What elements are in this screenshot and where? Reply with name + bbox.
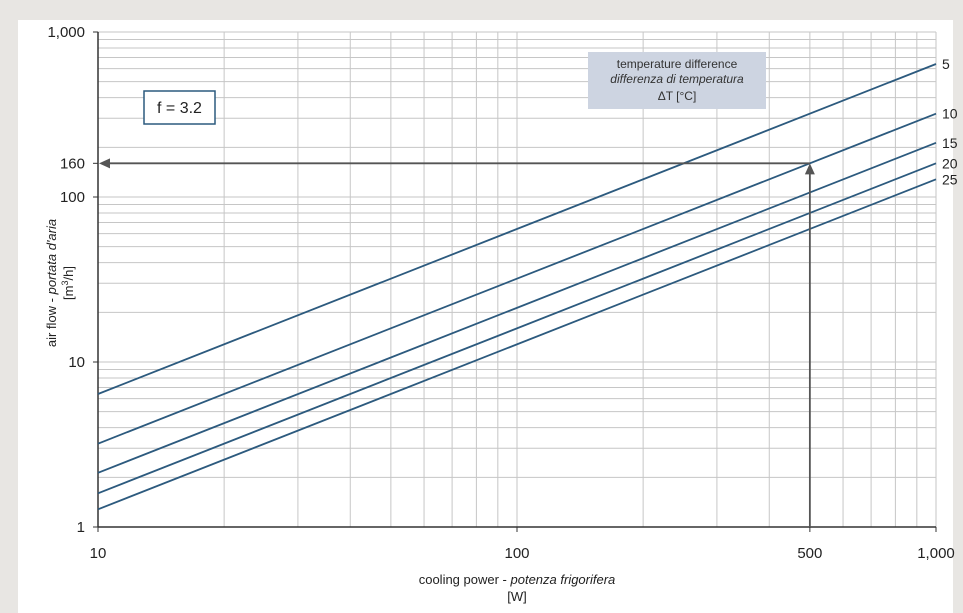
tick-labels: 10 100 500 1,000 1 10 100 160 1,000 bbox=[47, 24, 954, 562]
annotation-arrows bbox=[99, 158, 815, 527]
x-axis-unit: [W] bbox=[507, 589, 527, 604]
axes bbox=[93, 31, 937, 532]
factor-box-frame bbox=[143, 90, 216, 125]
legend-line-3: ΔT [°C] bbox=[658, 89, 697, 103]
series-label-20: 20 bbox=[942, 155, 958, 171]
legend-line-1: temperature difference bbox=[617, 57, 738, 71]
y-axis-unit: [m3/h] bbox=[60, 266, 76, 300]
series-line-20 bbox=[97, 162, 937, 495]
x-axis-title-italic: potenza frigorifera bbox=[510, 572, 616, 587]
y-axis-title-main: air flow - bbox=[44, 294, 59, 347]
annotation-arrowhead-left bbox=[99, 158, 110, 169]
y-tick-label: 100 bbox=[60, 189, 85, 206]
series-line-10 bbox=[97, 112, 937, 445]
x-tick-label: 100 bbox=[504, 545, 529, 562]
legend: temperature difference differenza di tem… bbox=[588, 52, 766, 109]
series-label-10: 10 bbox=[942, 106, 958, 122]
y-axis-unit-sup: 3 bbox=[60, 281, 70, 286]
x-tick-label: 1,000 bbox=[917, 545, 955, 562]
series-label-15: 15 bbox=[942, 135, 958, 151]
y-tick-label: 160 bbox=[60, 155, 85, 172]
series-line-25 bbox=[97, 178, 937, 511]
y-tick-label: 10 bbox=[68, 354, 85, 371]
x-tick-label: 500 bbox=[797, 545, 822, 562]
annotation-arrowhead-up bbox=[804, 163, 815, 175]
series-label-25: 25 bbox=[942, 171, 958, 187]
factor-box: f = 3.2 bbox=[143, 90, 216, 125]
y-axis-unit-suffix: /h] bbox=[61, 266, 76, 280]
y-axis-unit-prefix: [m bbox=[61, 286, 76, 300]
x-axis-title-main: cooling power - bbox=[419, 572, 511, 587]
legend-line-2: differenza di temperatura bbox=[610, 72, 744, 86]
factor-label: f = 3.2 bbox=[157, 100, 202, 117]
y-tick-label: 1 bbox=[77, 519, 85, 536]
series-lines bbox=[97, 63, 937, 511]
x-axis-title: cooling power - potenza frigorifera bbox=[419, 572, 616, 587]
series-label-5: 5 bbox=[942, 56, 950, 72]
legend-box bbox=[588, 52, 766, 109]
y-axis-title: air flow - portata d'aria bbox=[44, 219, 59, 347]
series-line-5 bbox=[97, 63, 937, 395]
y-axis-title-italic: portata d'aria bbox=[44, 219, 59, 295]
series-line-15 bbox=[97, 141, 937, 474]
y-tick-label: 1,000 bbox=[47, 24, 85, 41]
x-tick-label: 10 bbox=[90, 545, 107, 562]
